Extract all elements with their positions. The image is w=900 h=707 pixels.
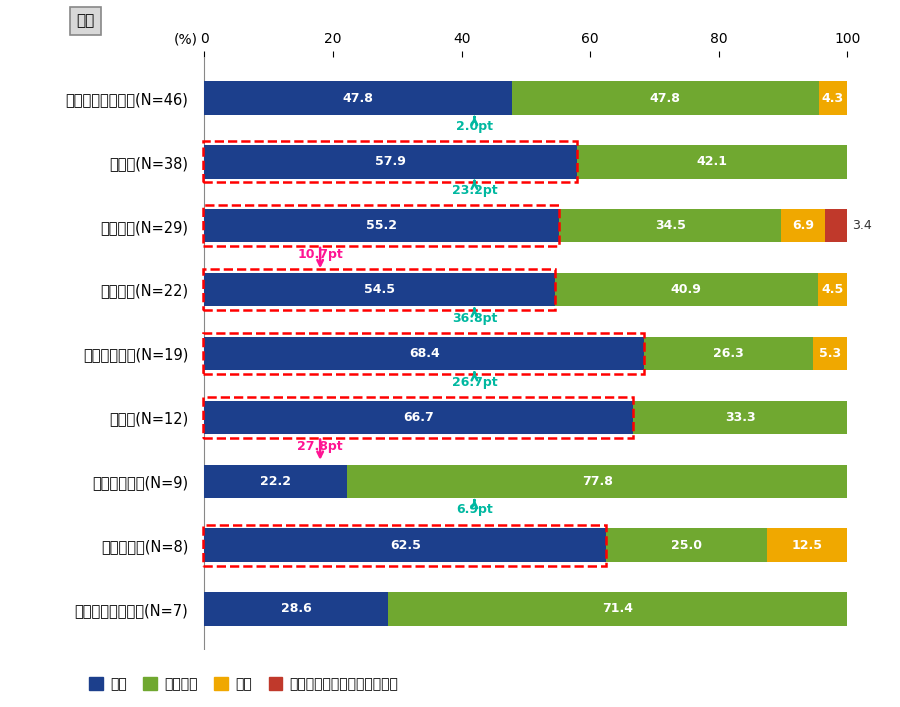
Bar — [204, 273, 554, 306]
Bar — [634, 401, 847, 434]
Bar — [554, 273, 818, 306]
Bar — [204, 528, 607, 561]
Bar — [204, 146, 577, 179]
Text: 33.3: 33.3 — [724, 411, 756, 424]
Text: 10.7pt: 10.7pt — [297, 248, 343, 261]
Text: 28.6: 28.6 — [281, 602, 311, 615]
Bar — [204, 209, 559, 243]
Bar — [204, 81, 512, 115]
Text: 68.4: 68.4 — [409, 347, 440, 360]
Bar — [347, 464, 847, 498]
Bar — [767, 528, 847, 561]
Bar — [204, 337, 644, 370]
Text: 34.5: 34.5 — [654, 219, 686, 233]
Text: 12.5: 12.5 — [792, 539, 823, 551]
Text: 62.5: 62.5 — [390, 539, 421, 551]
Legend: 拡大, 現状維持, 縮小, 第三国（地域）へ移転、撤退: 拡大, 現状維持, 縮小, 第三国（地域）へ移転、撤退 — [84, 672, 404, 697]
Text: 2.0pt: 2.0pt — [456, 120, 493, 134]
Bar — [388, 592, 847, 626]
Bar — [202, 525, 607, 566]
Bar — [512, 81, 819, 115]
Bar — [202, 269, 554, 310]
Bar — [819, 81, 847, 115]
Text: 22.2: 22.2 — [260, 474, 292, 488]
Text: (%): (%) — [174, 33, 198, 47]
Text: 57.9: 57.9 — [375, 156, 406, 168]
Bar — [204, 592, 388, 626]
Text: 26.3: 26.3 — [714, 347, 744, 360]
Text: 6.9pt: 6.9pt — [456, 503, 493, 516]
Text: 3.4: 3.4 — [852, 219, 872, 233]
Text: 26.7pt: 26.7pt — [452, 375, 497, 389]
Text: 47.8: 47.8 — [343, 92, 373, 105]
Text: 77.8: 77.8 — [581, 474, 613, 488]
Text: 4.3: 4.3 — [822, 92, 844, 105]
Bar — [825, 209, 847, 243]
Text: 23.2pt: 23.2pt — [452, 184, 497, 197]
Text: 5.3: 5.3 — [819, 347, 842, 360]
Bar — [202, 205, 559, 246]
Text: 40.9: 40.9 — [670, 283, 702, 296]
Text: 25.0: 25.0 — [671, 539, 702, 551]
Bar — [202, 397, 634, 438]
Bar — [607, 528, 767, 561]
Text: 36.8pt: 36.8pt — [452, 312, 497, 325]
Bar — [781, 209, 825, 243]
Bar — [204, 401, 634, 434]
Bar — [577, 146, 847, 179]
Bar — [202, 333, 644, 374]
Bar — [202, 141, 577, 182]
Text: 47.8: 47.8 — [650, 92, 680, 105]
Text: 6.9: 6.9 — [792, 219, 814, 233]
Bar — [644, 337, 814, 370]
Text: 4.5: 4.5 — [821, 283, 843, 296]
Text: 国別: 国別 — [76, 13, 94, 28]
Text: 27.8pt: 27.8pt — [297, 440, 343, 452]
Text: 55.2: 55.2 — [366, 219, 398, 233]
Bar — [818, 273, 847, 306]
Bar — [204, 464, 347, 498]
Bar — [559, 209, 781, 243]
Text: 66.7: 66.7 — [403, 411, 434, 424]
Text: 54.5: 54.5 — [364, 283, 395, 296]
Text: 42.1: 42.1 — [697, 156, 727, 168]
Bar — [814, 337, 847, 370]
Text: 71.4: 71.4 — [602, 602, 634, 615]
